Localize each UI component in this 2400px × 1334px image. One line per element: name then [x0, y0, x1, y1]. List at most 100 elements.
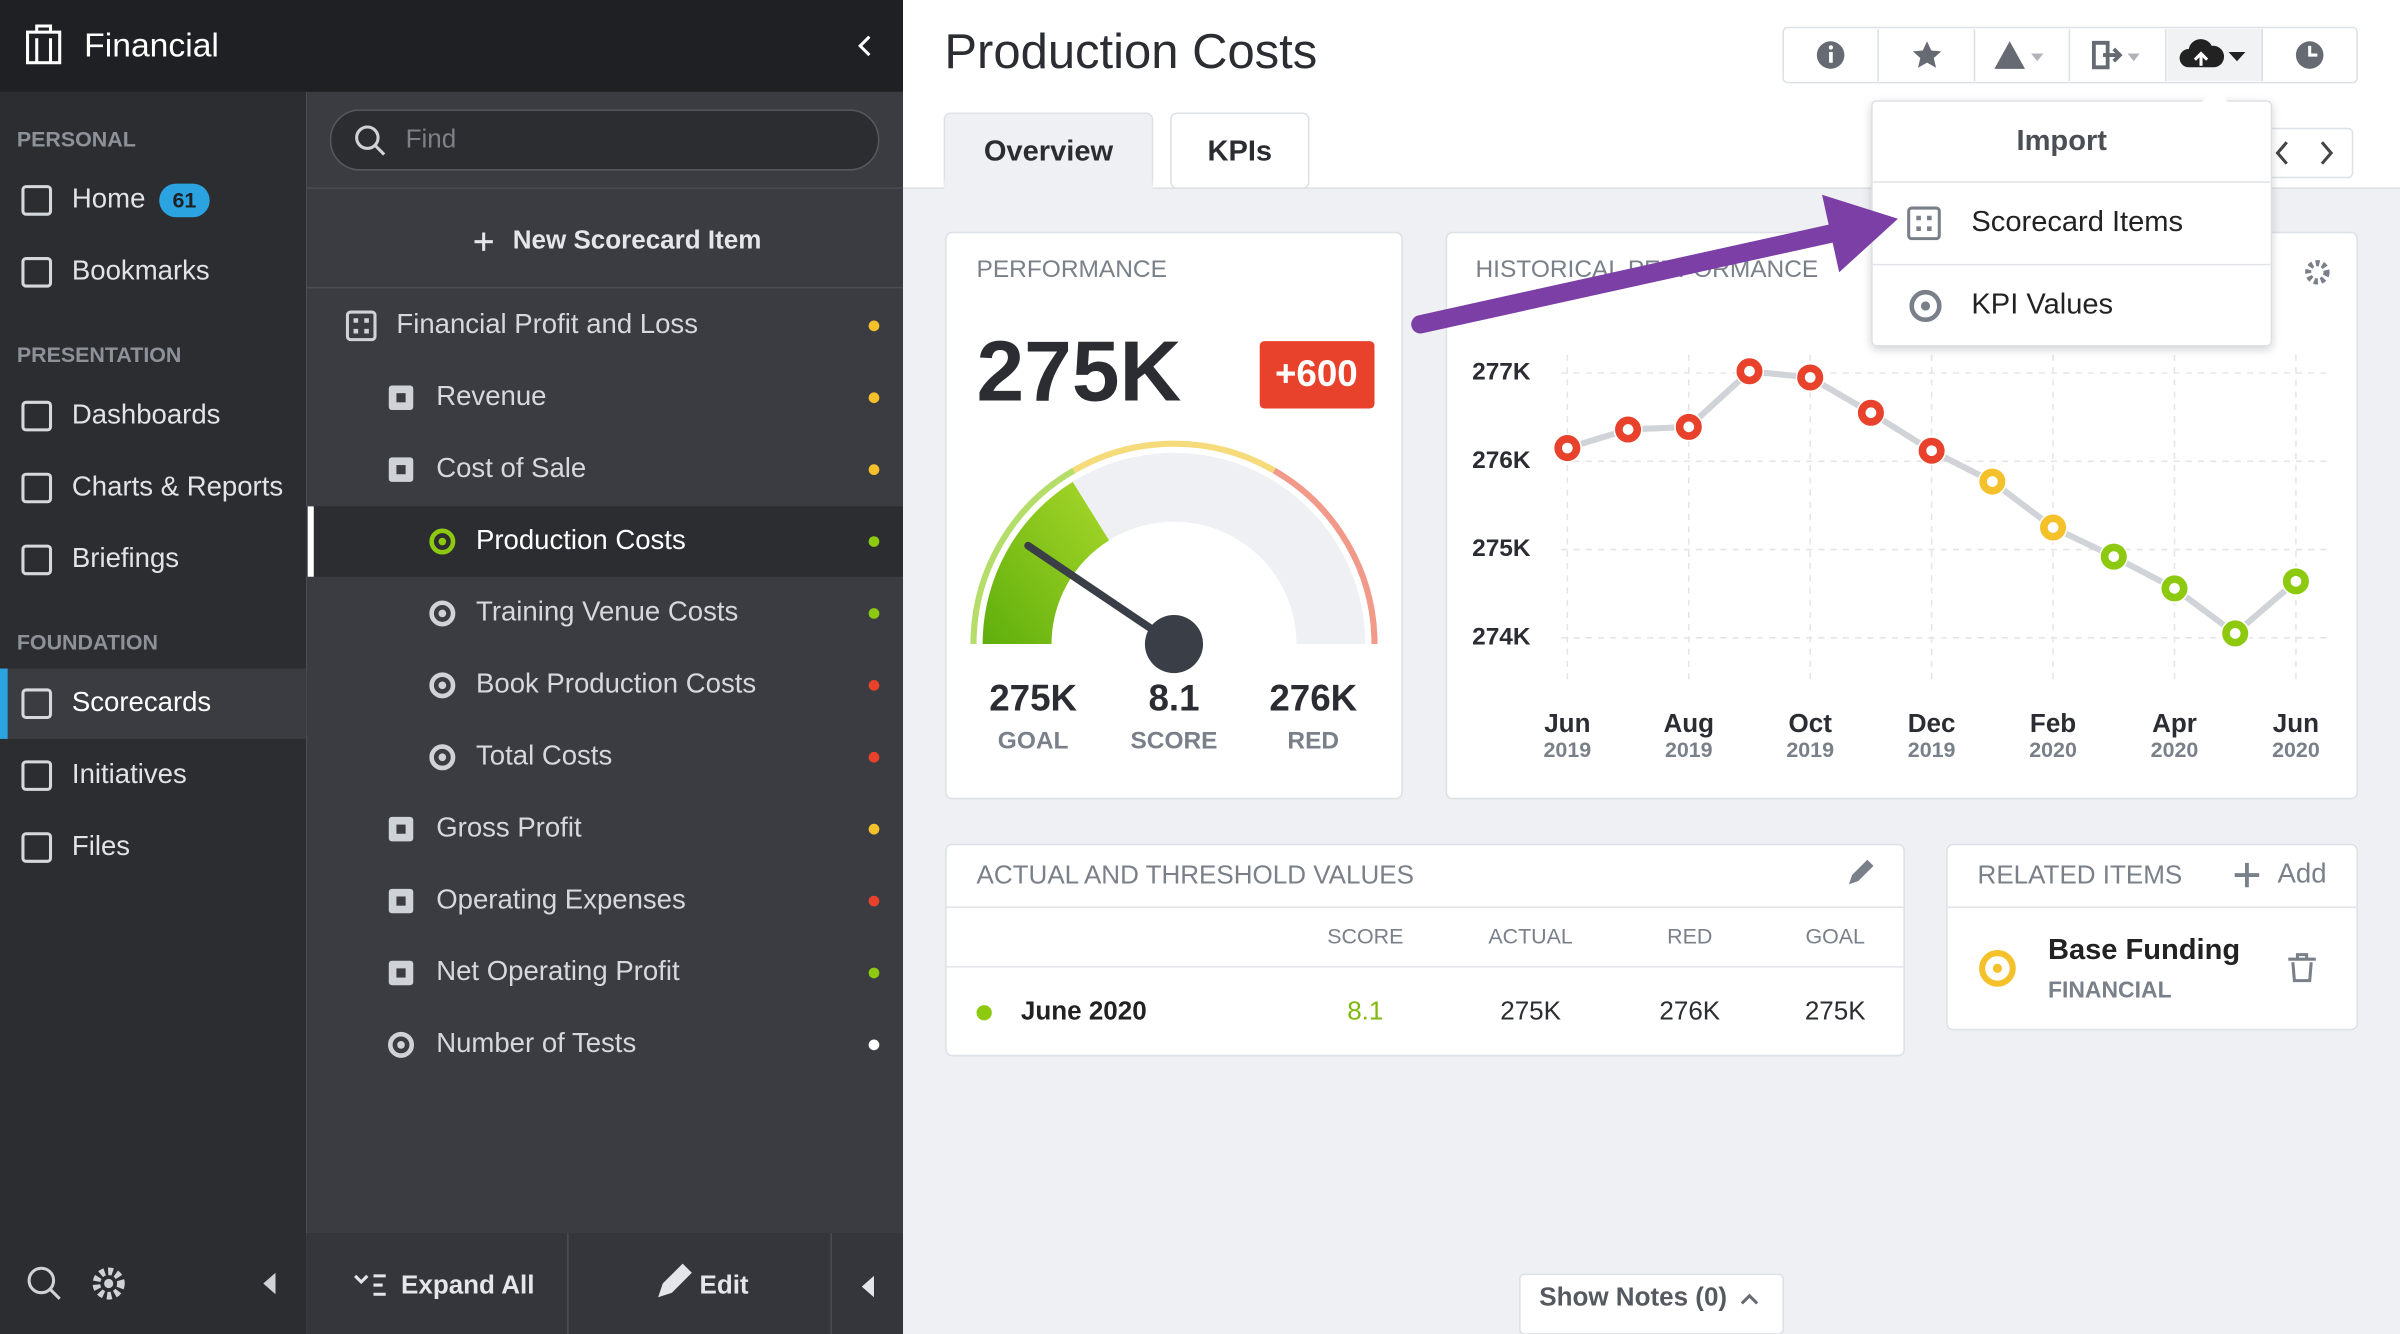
y-tick-label: 277K [1472, 359, 1531, 386]
export-icon[interactable] [2091, 40, 2110, 70]
status-dot [868, 895, 880, 907]
caret [1740, 1293, 1759, 1305]
caret [2031, 53, 2140, 62]
tree-item[interactable]: Training Venue Costs [476, 596, 738, 627]
menu-item[interactable]: KPI Values [1971, 289, 2113, 321]
x-tick-year: 2019 [1908, 738, 1956, 762]
gauge-band [1272, 467, 1378, 645]
related-card [1946, 843, 2358, 1031]
kpi-icon [429, 528, 456, 555]
values-card [945, 843, 1905, 1057]
card-heading: PERFORMANCE [977, 256, 1167, 283]
tree-item[interactable]: Cost of Sale [436, 452, 586, 483]
collapse-icon[interactable] [263, 1272, 276, 1295]
edit-icon[interactable] [1848, 859, 1874, 885]
expand-all[interactable]: Expand All [401, 1269, 534, 1299]
app-icon [26, 30, 62, 65]
x-tick-year: 2020 [2272, 738, 2320, 762]
settings-icon[interactable] [2305, 260, 2330, 285]
collapse-icon[interactable] [861, 1275, 874, 1298]
menu-item[interactable]: Scorecard Items [1971, 206, 2183, 238]
tab-label[interactable]: Overview [984, 136, 1114, 168]
data-point-center [2108, 551, 2120, 562]
settings-icon[interactable] [92, 1267, 125, 1300]
gauge-hub [1144, 614, 1204, 674]
collapse-chevron[interactable] [858, 35, 871, 57]
y-tick-label: 274K [1472, 623, 1531, 650]
stat-label: SCORE [1130, 727, 1217, 754]
nav-item[interactable]: Briefings [72, 542, 179, 573]
settings-icon [104, 1278, 114, 1289]
nav-item[interactable]: Files [72, 830, 130, 861]
plus-icon [474, 232, 493, 251]
performance-value: 275K [977, 324, 1182, 420]
status-dot [868, 320, 880, 332]
gauge-needle [1024, 541, 1178, 648]
nav-item[interactable]: Charts & Reports [72, 470, 283, 501]
tree-item[interactable]: Book Production Costs [476, 668, 756, 699]
app-bar [0, 0, 904, 92]
pager-arrows [2275, 141, 2334, 165]
tree-item[interactable]: Total Costs [476, 740, 612, 771]
search-box[interactable] [329, 109, 880, 171]
alert-icon[interactable] [1994, 41, 2025, 69]
add-button[interactable]: Add [2278, 857, 2327, 888]
tree-item[interactable]: Production Costs [476, 524, 686, 555]
tree-item[interactable]: Revenue [436, 380, 546, 411]
new-item[interactable]: New Scorecard Item [513, 225, 762, 255]
delete-icon[interactable] [2288, 953, 2316, 983]
tab[interactable] [1170, 112, 1310, 189]
y-tick-label: 275K [1472, 535, 1531, 562]
x-tick-year: 2019 [1665, 738, 1713, 762]
data-point-center [1804, 372, 1816, 383]
annotation-arrow [1411, 224, 1840, 334]
nav-item[interactable]: Scorecards [72, 686, 211, 717]
edit[interactable]: Edit [699, 1269, 748, 1299]
tab-label[interactable]: KPIs [1207, 136, 1272, 168]
nav-icon [21, 472, 53, 504]
nav-item[interactable]: Dashboards [72, 398, 220, 429]
gauge-band [1072, 440, 1276, 474]
search-icon[interactable] [27, 1266, 56, 1295]
tree-footer [306, 1233, 904, 1334]
export-icon [2103, 47, 2123, 63]
stat-value: 8.1 [1148, 677, 1199, 718]
add-icon[interactable] [2234, 862, 2260, 888]
column-header: RED [1667, 924, 1712, 948]
objective-icon [396, 968, 406, 978]
status-dot [868, 751, 880, 763]
tree-item[interactable]: Gross Profit [436, 811, 582, 842]
nav-item[interactable]: Bookmarks [72, 255, 210, 286]
tree-item[interactable]: Operating Expenses [436, 883, 686, 914]
notes-button[interactable] [1519, 1273, 1784, 1334]
card-heading: ACTUAL AND THRESHOLD VALUES [977, 859, 1414, 889]
tree-panel [306, 0, 904, 1334]
kpi-icon [388, 1031, 415, 1058]
kpi-icon [438, 681, 447, 690]
bookmark-icon[interactable] [1912, 41, 1942, 68]
history-icon [2308, 45, 2318, 57]
x-tick-label: Aug [1663, 708, 1714, 738]
nav-icon [21, 185, 53, 216]
status-dot [868, 823, 880, 835]
column-header: SCORE [1327, 924, 1403, 948]
status-dot [868, 1039, 880, 1051]
data-point-center [1683, 421, 1695, 433]
data-point-center [1622, 424, 1634, 435]
status-dot [868, 464, 880, 476]
kpi-icon [1909, 289, 1942, 323]
caret [2228, 52, 2246, 62]
tree-item[interactable]: Net Operating Profit [436, 955, 680, 986]
tree-item[interactable]: Number of Tests [436, 1027, 636, 1058]
kpi-icon [438, 537, 447, 546]
menu-caret [2201, 88, 2229, 103]
notes-label[interactable]: Show Notes (0) [1539, 1282, 1727, 1312]
status-dot [868, 536, 880, 547]
status-dot [868, 680, 880, 691]
status-dot [868, 392, 880, 404]
nav-item[interactable]: Home [72, 183, 145, 214]
tree-item[interactable]: Financial Profit and Loss [396, 308, 698, 339]
app-title: Financial [84, 27, 219, 64]
related-name[interactable]: Base Funding [2048, 934, 2240, 966]
nav-item[interactable]: Initiatives [72, 758, 187, 789]
